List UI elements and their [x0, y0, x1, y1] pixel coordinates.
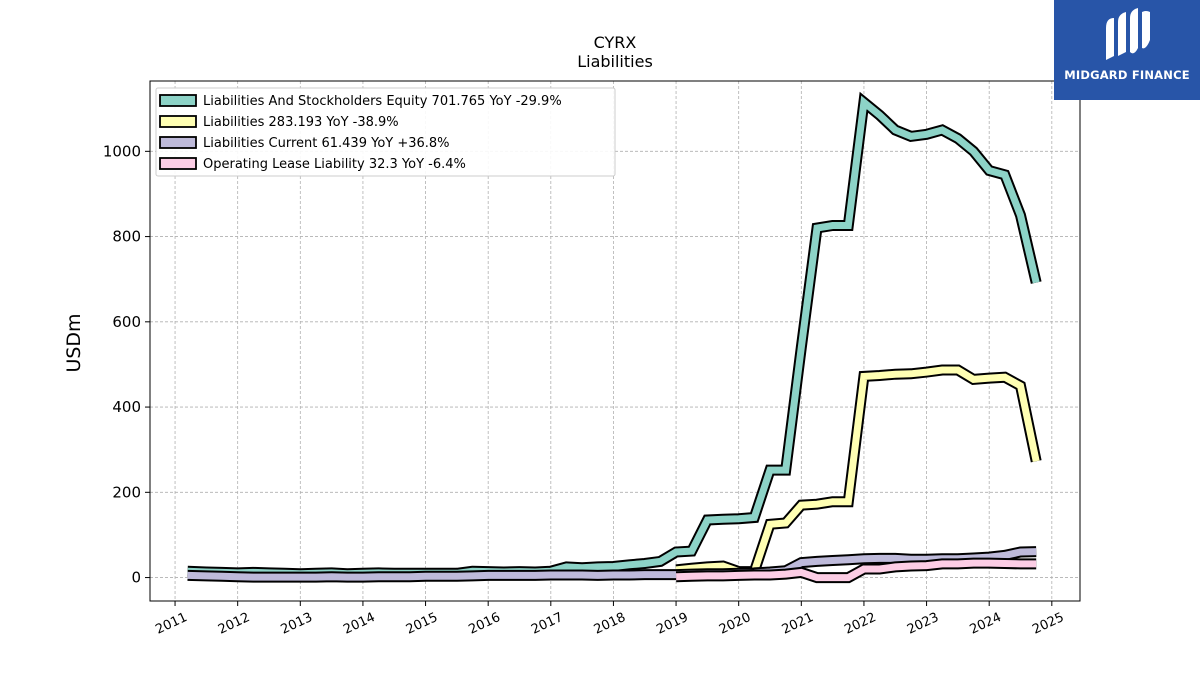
- x-tick-label: 2019: [654, 610, 690, 638]
- legend-label: Operating Lease Liability 32.3 YoY -6.4%: [203, 157, 466, 172]
- y-tick-label: 200: [112, 483, 141, 501]
- y-axis-label: USDm: [63, 313, 85, 372]
- legend-label: Liabilities Current 61.439 YoY +36.8%: [203, 136, 450, 151]
- x-tick-label: 2014: [341, 610, 377, 638]
- plot-area: [187, 91, 1042, 584]
- y-tick-label: 400: [112, 398, 141, 416]
- midgard-logo-icon: [1106, 8, 1150, 60]
- y-tick-label: 800: [112, 228, 141, 246]
- y-tick-label: 0: [131, 569, 141, 587]
- legend-label: Liabilities 283.193 YoY -38.9%: [203, 115, 399, 130]
- series-line-outline: [675, 364, 1042, 578]
- x-tick-label: 2011: [153, 610, 189, 638]
- legend: Liabilities And Stockholders Equity 701.…: [155, 87, 616, 177]
- x-tick-label: 2025: [1030, 610, 1066, 638]
- legend-swatch: [159, 115, 197, 128]
- midgard-finance-logo: MIDGARD FINANCE: [1054, 0, 1200, 100]
- x-tick-label: 2017: [529, 610, 565, 638]
- y-tick-label: 600: [112, 313, 141, 331]
- legend-label: Liabilities And Stockholders Equity 701.…: [203, 94, 562, 109]
- legend-swatch: [159, 157, 197, 170]
- legend-box: [155, 87, 616, 177]
- series-2: [187, 546, 1037, 583]
- brand-name: MIDGARD FINANCE: [1064, 68, 1190, 82]
- x-tick-label: 2023: [905, 610, 941, 638]
- x-tick-label: 2013: [279, 610, 315, 638]
- series-line: [187, 548, 1037, 581]
- x-tick-label: 2016: [467, 610, 503, 638]
- series-3: [675, 557, 1037, 584]
- chart-subtitle: Liabilities: [577, 52, 653, 71]
- chart-title: CYRX: [594, 33, 637, 52]
- x-tick-label: 2022: [842, 610, 878, 638]
- x-tick-label: 2024: [968, 610, 1004, 638]
- series-line: [676, 559, 1037, 582]
- x-tick-label: 2015: [404, 610, 440, 638]
- legend-swatch: [159, 94, 197, 107]
- series-1: [675, 364, 1042, 578]
- legend-swatch: [159, 136, 197, 149]
- x-tick-label: 2012: [216, 610, 252, 638]
- x-tick-label: 2020: [717, 610, 753, 638]
- plot-frame: [149, 80, 1081, 602]
- x-tick-label: 2021: [780, 610, 816, 638]
- y-tick-label: 1000: [103, 142, 141, 160]
- x-tick-label: 2018: [592, 610, 628, 638]
